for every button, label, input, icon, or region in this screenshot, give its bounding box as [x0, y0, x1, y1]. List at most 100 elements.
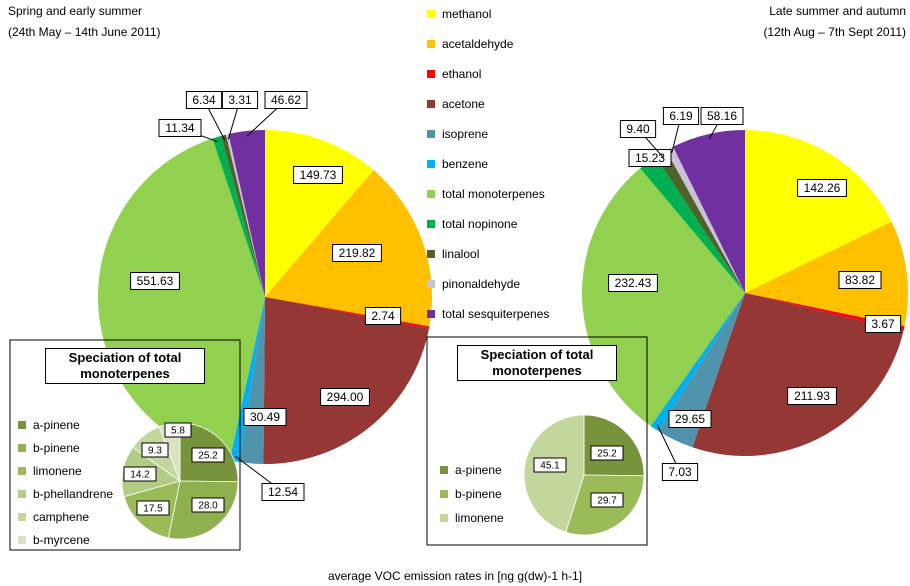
- label-box: [123, 466, 157, 482]
- label-box: [320, 388, 370, 406]
- label-box: [364, 307, 402, 325]
- inset-frame: [426, 336, 648, 546]
- inset-title-wrap: Speciation of total monoterpenes: [45, 348, 205, 384]
- legend-swatch: [427, 310, 435, 318]
- label-box: [533, 457, 567, 473]
- data-label: 28.0: [198, 501, 218, 512]
- legend-swatch: [440, 514, 448, 522]
- pie-slice: [212, 135, 265, 297]
- legend-label: pinonaldehyde: [442, 277, 520, 291]
- data-label: 3.31: [228, 93, 252, 107]
- data-label: 29.65: [675, 412, 705, 426]
- legend-swatch: [427, 250, 435, 258]
- data-label: 30.49: [250, 410, 280, 424]
- legend-label: methanol: [442, 7, 491, 21]
- legend-swatch: [18, 421, 26, 429]
- pie-slice: [263, 297, 429, 464]
- label-box: [191, 447, 225, 463]
- legend-swatch: [18, 536, 26, 544]
- legend-swatch: [18, 513, 26, 521]
- data-label: 5.8: [171, 426, 185, 437]
- pie-slice: [745, 293, 905, 331]
- pie-slice: [640, 156, 745, 293]
- label-box: [838, 271, 882, 289]
- data-label: 9.3: [148, 446, 162, 457]
- data-label: 12.54: [268, 485, 298, 499]
- data-label: 45.1: [540, 461, 560, 472]
- legend-swatch: [427, 100, 435, 108]
- pie-slice: [655, 150, 745, 293]
- data-label: 211.93: [794, 389, 830, 403]
- pie-slice: [229, 297, 265, 463]
- legend-swatch: [427, 280, 435, 288]
- legend-label: limonene: [33, 464, 82, 478]
- data-label: 11.34: [165, 121, 194, 135]
- data-label: 9.40: [626, 122, 650, 136]
- label-box: [661, 463, 699, 481]
- label-box: [590, 492, 624, 508]
- label-box: [668, 410, 712, 428]
- inset-frame: [9, 339, 241, 551]
- label-box: [332, 244, 382, 262]
- pie-slice: [225, 134, 265, 297]
- pie-slice: [658, 293, 745, 448]
- inset-title-wrap: Speciation of total monoterpenes: [457, 345, 617, 381]
- legend-label: ethanol: [442, 67, 481, 81]
- data-label: 232.43: [615, 276, 652, 290]
- label-box: [608, 274, 658, 292]
- data-label: 142.26: [804, 181, 841, 195]
- pie-slice: [523, 414, 585, 533]
- data-label: 219.82: [339, 246, 376, 260]
- chart-subtitle: (24th May – 14th June 2011): [8, 25, 161, 39]
- data-label: 14.2: [130, 470, 150, 481]
- label-box: [141, 442, 169, 458]
- data-label: 17.5: [143, 504, 163, 515]
- pie-slice: [265, 130, 374, 297]
- label-box: [700, 107, 744, 125]
- inset-title: Speciation of total monoterpenes: [457, 345, 617, 381]
- pie-slice: [666, 146, 745, 293]
- inset-title: Speciation of total monoterpenes: [45, 348, 205, 384]
- pie-slice: [692, 293, 904, 456]
- data-label: 149.73: [300, 168, 337, 182]
- label-box: [590, 445, 624, 461]
- pie-slice: [583, 414, 645, 477]
- data-label: 6.19: [669, 109, 693, 123]
- legend-label: acetaldehyde: [442, 37, 514, 51]
- legend-label: total sesquiterpenes: [442, 307, 549, 321]
- label-box: [191, 497, 225, 513]
- label-box: [136, 500, 170, 516]
- data-label: 83.82: [845, 273, 875, 287]
- legend-label: a-pinene: [455, 463, 502, 477]
- legend-label: isoprene: [442, 127, 488, 141]
- legend-swatch: [427, 130, 435, 138]
- legend-swatch: [18, 467, 26, 475]
- data-label: 7.03: [668, 465, 692, 479]
- data-label: 25.2: [597, 449, 617, 460]
- label-box: [261, 483, 305, 501]
- label-box: [293, 166, 343, 184]
- pie-slice: [581, 168, 745, 426]
- legend-label: acetone: [442, 97, 485, 111]
- legend-label: camphene: [33, 510, 89, 524]
- pie-slice: [650, 293, 745, 431]
- legend-label: linalool: [442, 247, 479, 261]
- data-label: 6.34: [192, 93, 216, 107]
- legend-label: a-pinene: [33, 418, 80, 432]
- pie-slice: [745, 130, 892, 293]
- legend-swatch: [18, 444, 26, 452]
- pie-slice: [221, 134, 265, 297]
- label-box: [619, 120, 657, 138]
- legend-label: total monoterpenes: [442, 187, 545, 201]
- label-box: [864, 315, 902, 333]
- legend-swatch: [18, 490, 26, 498]
- label-box: [164, 422, 192, 438]
- legend-label: benzene: [442, 157, 488, 171]
- data-label: 46.62: [271, 93, 301, 107]
- legend-swatch: [440, 490, 448, 498]
- label-box: [221, 91, 259, 109]
- data-label: 58.16: [707, 109, 737, 123]
- legend-swatch: [427, 160, 435, 168]
- legend-label: limonene: [455, 511, 504, 525]
